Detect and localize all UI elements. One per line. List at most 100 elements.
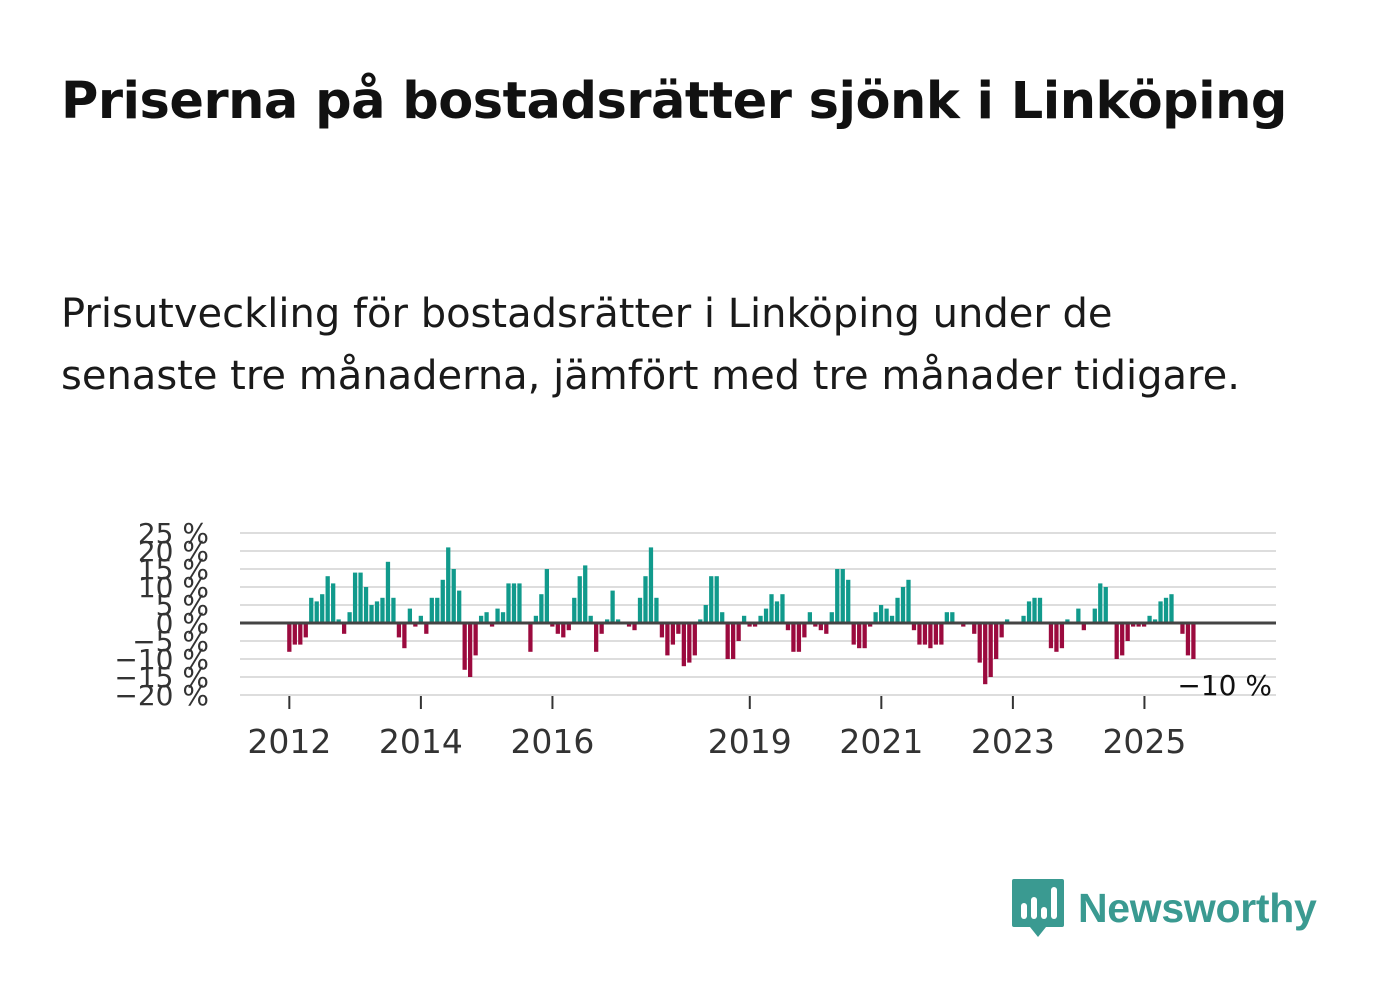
bars: [287, 547, 1196, 685]
newsworthy-brand[interactable]: Newsworthy: [1010, 878, 1317, 938]
bar: [857, 623, 862, 649]
bar: [917, 623, 922, 645]
bar: [413, 623, 418, 627]
bar: [539, 594, 544, 623]
bar: [676, 623, 681, 634]
bar: [731, 623, 736, 659]
bar: [1076, 608, 1081, 623]
y-tick-label: 0 %: [156, 607, 209, 640]
bar: [533, 615, 539, 623]
bar: [703, 605, 708, 623]
bar: [961, 623, 966, 627]
chart-title: Priserna på bostadsrätter sjönk i Linköp…: [61, 72, 1287, 131]
bar: [1026, 601, 1032, 623]
bar: [566, 623, 571, 631]
bar: [391, 597, 396, 623]
x-tick-label: 2025: [1102, 722, 1186, 761]
y-tick-label: 15 %: [138, 553, 209, 586]
bar: [1103, 587, 1108, 623]
bar: [506, 583, 511, 623]
bar: [583, 565, 588, 623]
bar: [429, 597, 434, 623]
bar: [637, 597, 643, 623]
bar: [1163, 597, 1169, 623]
bar: [824, 623, 829, 634]
bar: [922, 623, 928, 645]
bar: [292, 623, 297, 645]
bar: [741, 615, 747, 623]
bar: [643, 576, 648, 623]
bar: [988, 623, 993, 677]
bar: [544, 569, 549, 623]
x-tick-label: 2016: [510, 722, 594, 761]
bar: [1021, 615, 1026, 623]
bar: [807, 612, 813, 623]
bar: [698, 619, 703, 623]
bar: [1114, 623, 1119, 659]
bar: [572, 597, 577, 623]
bar: [906, 579, 911, 623]
bar: [791, 623, 796, 652]
bar: [972, 623, 977, 634]
bar: [1185, 623, 1191, 656]
y-tick-label: −10 %: [114, 643, 209, 676]
bar: [840, 569, 845, 623]
bar: [939, 623, 944, 645]
bar: [994, 623, 999, 659]
bar: [462, 623, 467, 670]
bar: [446, 547, 451, 623]
bar: [594, 623, 599, 652]
bar: [1180, 623, 1185, 634]
bar: [659, 623, 665, 638]
bar: [517, 583, 522, 623]
bar: [846, 579, 851, 623]
bar: [977, 623, 982, 663]
bar: [489, 623, 495, 627]
bar: [632, 623, 637, 631]
bar: [577, 576, 582, 623]
bar: [895, 597, 900, 623]
bar: [813, 623, 818, 627]
bar: [933, 623, 939, 645]
bar: [320, 594, 325, 623]
bar: [358, 572, 363, 623]
bar: [889, 615, 895, 623]
bar: [626, 623, 632, 627]
bar: [774, 601, 780, 623]
bar: [599, 623, 604, 634]
bar: [402, 623, 407, 649]
bar: [314, 601, 319, 623]
bar: [1037, 597, 1043, 623]
bar: [665, 623, 670, 656]
bar: [298, 623, 303, 645]
y-tick-label: −15 %: [114, 661, 209, 694]
bar: [484, 612, 489, 623]
bar: [511, 583, 517, 623]
bar: [1059, 623, 1065, 649]
brand-name: Newsworthy: [1078, 884, 1317, 931]
bar: [325, 576, 330, 623]
x-tick-label: 2019: [708, 722, 792, 761]
bar: [670, 623, 676, 645]
bar: [681, 623, 686, 667]
bar: [1032, 597, 1037, 623]
bar: [303, 623, 308, 638]
y-tick-label: 10 %: [138, 571, 209, 604]
bar: [654, 597, 659, 623]
bar: [1004, 619, 1010, 623]
bar: [720, 612, 725, 623]
bar: [851, 623, 856, 645]
bar: [468, 623, 473, 677]
bar: [829, 612, 834, 623]
bar: [1131, 623, 1136, 627]
bar: [615, 619, 621, 623]
bar: [374, 601, 380, 623]
bar: [588, 615, 593, 623]
bar: [1092, 608, 1097, 623]
bar: [528, 623, 533, 652]
x-tick-label: 2012: [247, 722, 331, 761]
bar: [380, 597, 385, 623]
bar: [287, 623, 292, 652]
y-tick-label: −5 %: [132, 625, 209, 658]
bar: [341, 623, 347, 634]
